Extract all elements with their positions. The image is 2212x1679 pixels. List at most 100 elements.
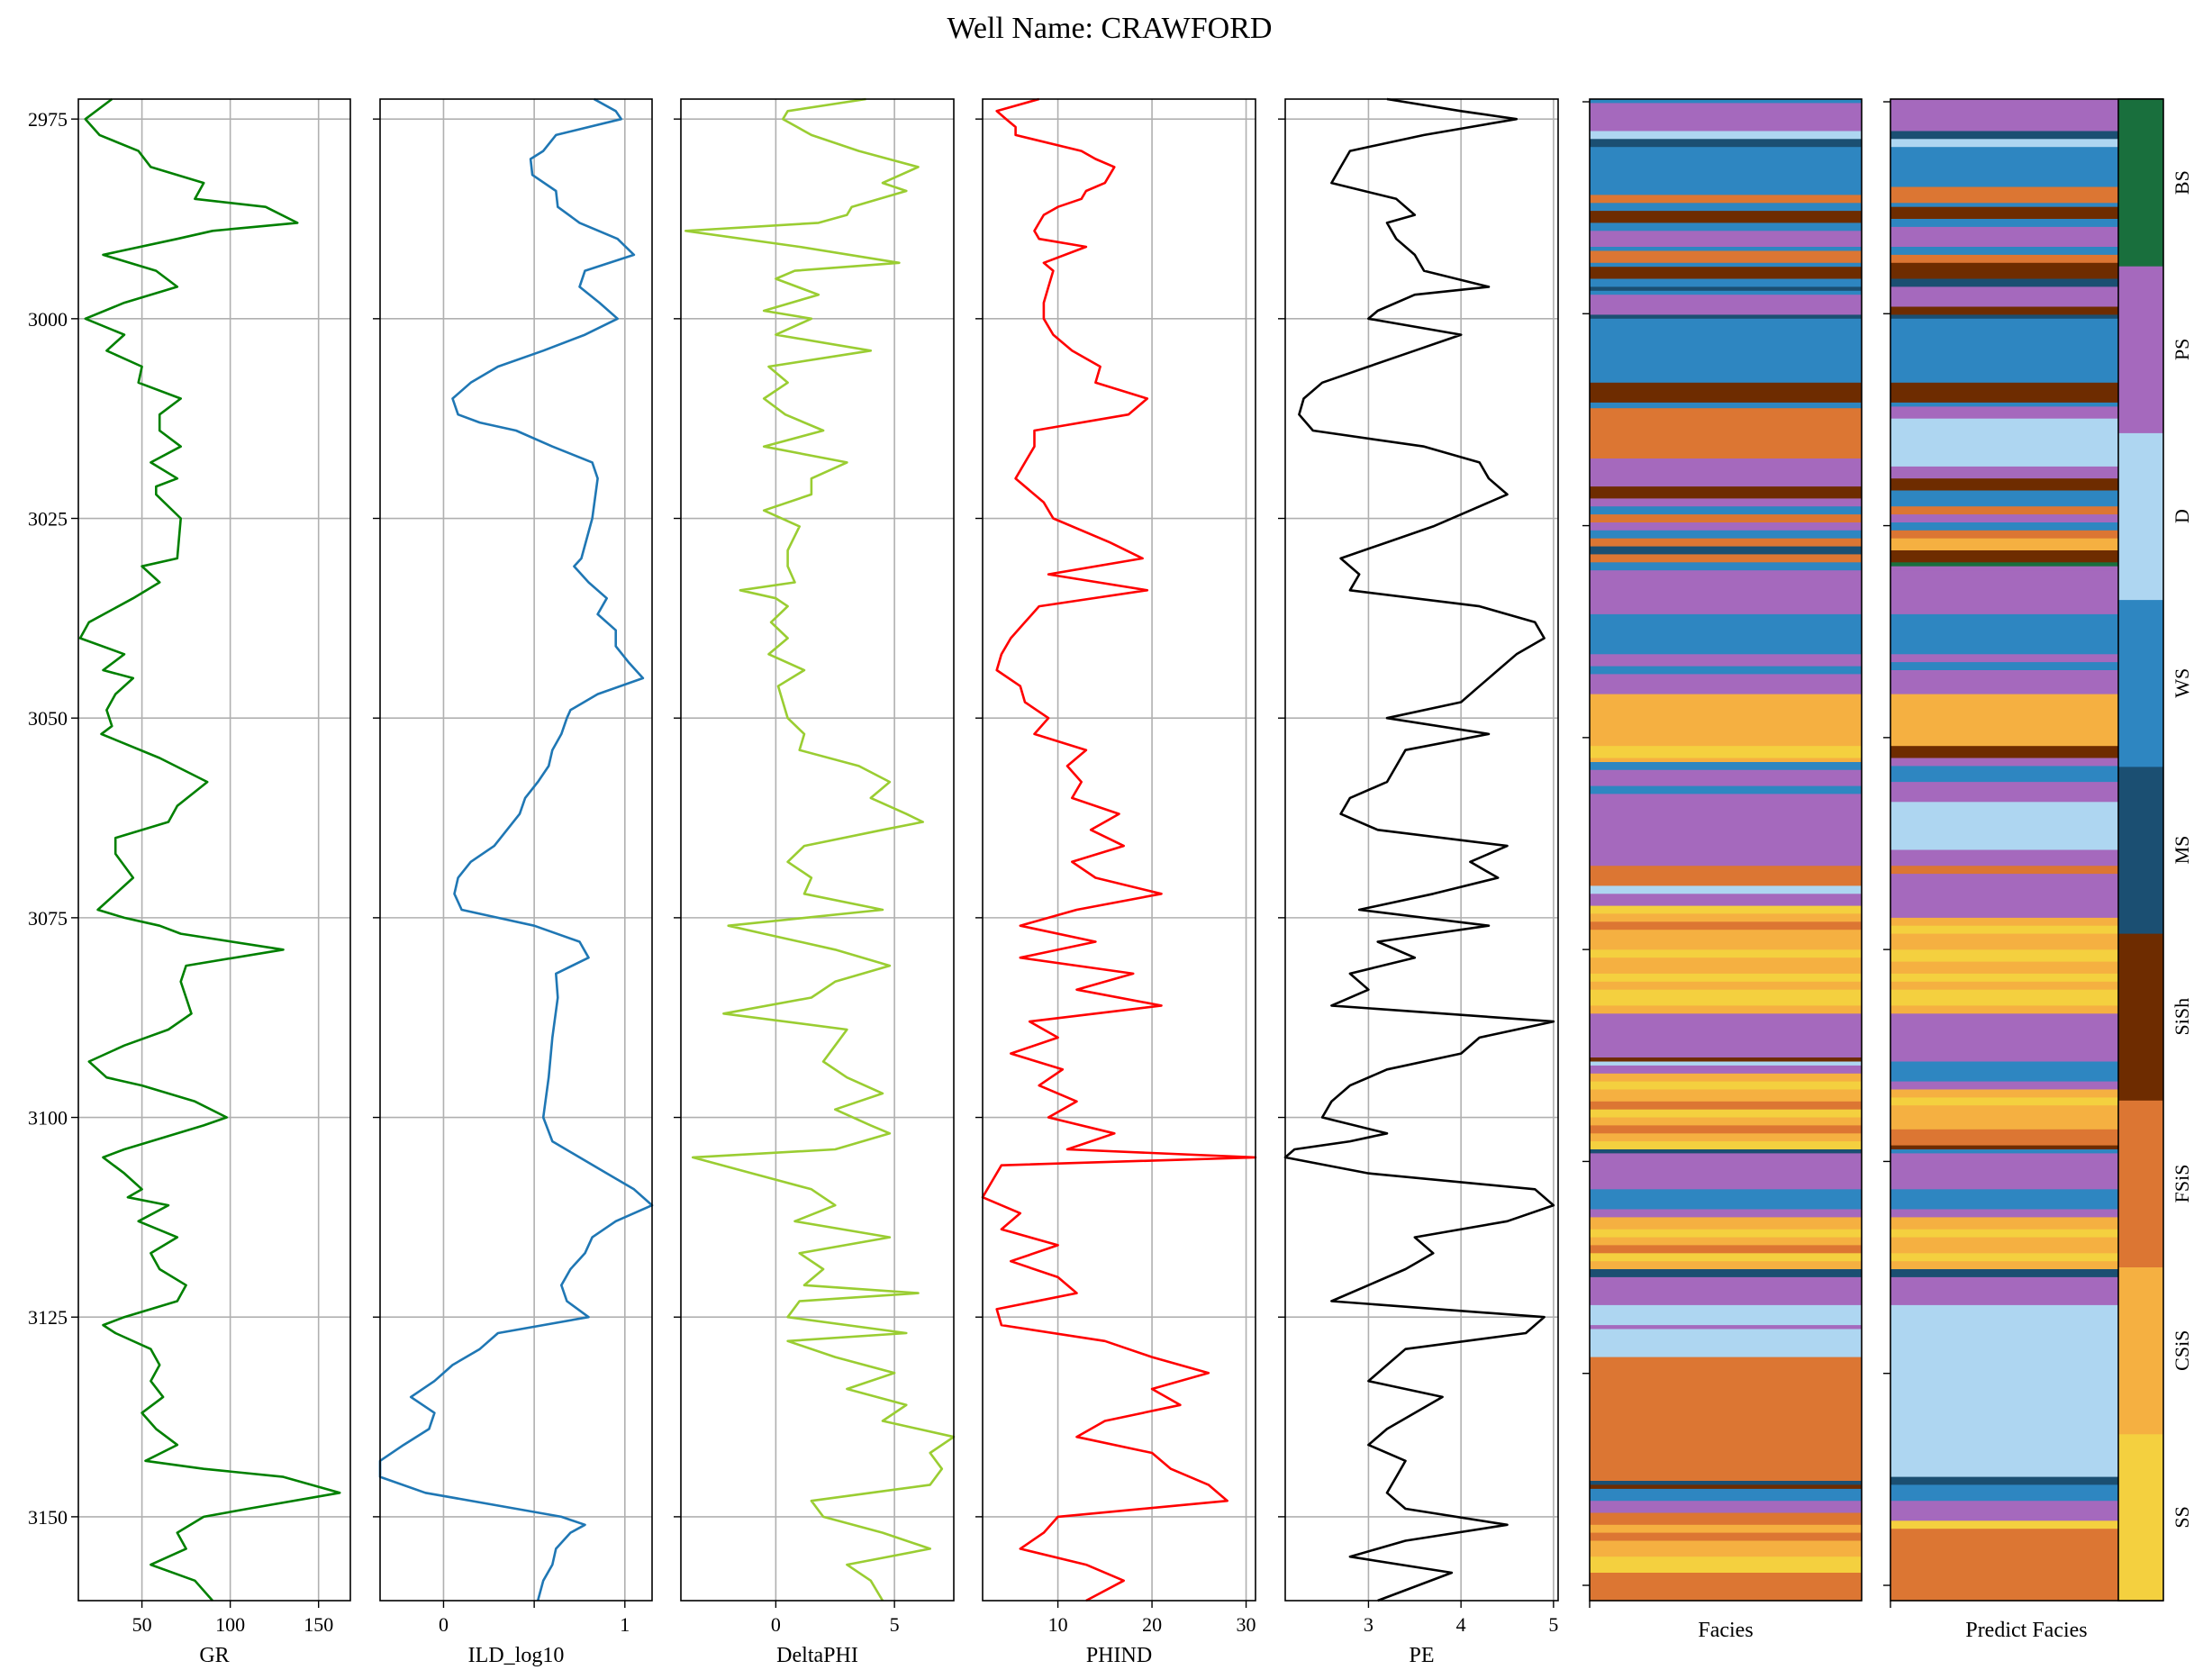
facies-interval-fsis <box>1590 1125 1862 1134</box>
x-tick-label: 5 <box>1548 1613 1558 1636</box>
facies-interval-fsis <box>1890 1529 2162 1602</box>
facies-interval-csis <box>1590 1217 1862 1230</box>
facies-interval-ss <box>1590 973 1862 983</box>
facies-interval-csis <box>1890 694 2162 747</box>
legend-swatch-ps <box>2118 266 2163 433</box>
facies-interval-ps <box>1890 99 2162 132</box>
facies-interval-ms <box>1590 139 1862 148</box>
facies-track-facies: Facies <box>1582 98 1863 1642</box>
facies-interval-ss <box>1590 1081 1862 1091</box>
facies-interval-ps <box>1590 1065 1862 1075</box>
facies-interval-ps <box>1590 570 1862 615</box>
facies-interval-ps <box>1890 654 2162 663</box>
facies-interval-ms <box>1590 1481 1862 1485</box>
facies-interval-sish <box>1890 206 2162 220</box>
facies-interval-ws <box>1890 490 2162 507</box>
facies-colorbar: SS CSiS FSiS SiSh MS WS D PS BS <box>2117 98 2193 1602</box>
facies-interval-ss <box>1890 925 2162 935</box>
facies-interval-ps <box>1890 1081 2162 1091</box>
facies-interval-csis <box>1890 981 2162 991</box>
facies-interval-ps <box>1890 406 2162 420</box>
facies-interval-d <box>1890 139 2162 148</box>
facies-interval-ps <box>1590 654 1862 667</box>
facies-interval-ps <box>1890 1013 2162 1063</box>
facies-interval-d <box>1590 885 1862 894</box>
facies-interval-ps <box>1590 794 1862 827</box>
facies-interval-fsis <box>1590 538 1862 548</box>
log-curve-pe <box>1283 97 1555 1602</box>
track-pe: 3 4 5 PE <box>1278 97 1559 1667</box>
legend-label: BS <box>2171 170 2193 195</box>
x-tick-label: 20 <box>1142 1613 1162 1636</box>
facies-interval-ss <box>1590 1253 1862 1262</box>
facies-interval-fsis <box>1590 554 1862 563</box>
x-tick-label: 1 <box>620 1613 630 1636</box>
facies-interval-ms <box>1890 314 2162 320</box>
facies-interval-ss <box>1590 746 1862 759</box>
facies-interval-ws <box>1890 247 2162 256</box>
facies-interval-sish <box>1590 382 1862 404</box>
facies-interval-csis <box>1590 1117 1862 1126</box>
facies-interval-fsis <box>1890 530 2162 540</box>
facies-interval-fsis <box>1890 506 2162 515</box>
facies-interval-csis <box>1890 917 2162 927</box>
log-curve-deltaphi <box>684 97 956 1602</box>
facies-interval-fsis <box>1590 195 1862 204</box>
facies-interval-ws <box>1590 613 1862 655</box>
facies-interval-d <box>1590 131 1862 140</box>
x-tick-label: 10 <box>1048 1613 1068 1636</box>
facies-interval-fsis <box>1890 186 2162 204</box>
facies-track-predict-facies: Predict Facies <box>1883 98 2163 1642</box>
facies-interval-csis <box>1590 1073 1862 1083</box>
legend-swatch-d <box>2118 432 2163 601</box>
facies-interval-ps <box>1890 1276 2162 1306</box>
facies-interval-csis <box>1890 933 2162 950</box>
depth-tick-label: 3000 <box>28 308 68 331</box>
track-phind: 10 20 30 PHIND <box>975 97 1257 1667</box>
facies-interval-fsis <box>1590 1512 1862 1526</box>
track-deltaphi: 0 5 DeltaPHI <box>674 97 956 1667</box>
facies-interval-ms <box>1590 1149 1862 1154</box>
facies-interval-fsis <box>1590 1357 1862 1482</box>
facies-interval-ps <box>1590 1325 1862 1330</box>
x-tick-label: 3 <box>1364 1613 1373 1636</box>
facies-interval-sish <box>1590 1057 1862 1062</box>
facies-interval-d <box>1590 1304 1862 1326</box>
depth-tick-label: 3125 <box>28 1306 68 1329</box>
facies-interval-ws <box>1590 203 1862 212</box>
facies-interval-ss <box>1890 1097 2162 1106</box>
x-tick-label: 0 <box>771 1613 781 1636</box>
x-tick-label: 100 <box>215 1613 245 1636</box>
track-xlabel: PE <box>1409 1644 1434 1667</box>
facies-interval-sish <box>1590 486 1862 499</box>
facies-interval-ps <box>1890 1153 2162 1190</box>
facies-interval-ws <box>1590 278 1862 287</box>
x-tick-label: 30 <box>1237 1613 1256 1636</box>
facies-interval-sish <box>1890 746 2162 759</box>
log-curve-gr <box>78 97 341 1602</box>
facies-interval-ws <box>1890 1189 2162 1211</box>
facies-interval-ps <box>1590 458 1862 487</box>
legend-swatch-bs <box>2118 99 2163 267</box>
facies-interval-ps <box>1590 498 1862 507</box>
facies-interval-fsis <box>1590 921 1862 930</box>
facies-interval-ps <box>1890 226 2162 248</box>
facies-interval-csis <box>1890 1261 2162 1270</box>
facies-interval-ps <box>1890 466 2162 479</box>
facies-interval-ss <box>1590 1109 1862 1119</box>
facies-interval-d <box>1890 802 2162 851</box>
facies-interval-csis <box>1590 694 1862 747</box>
facies-interval-ms <box>1890 1476 2162 1486</box>
chart-title: Well Name: CRAWFORD <box>947 12 1273 45</box>
facies-interval-ps <box>1590 1209 1862 1218</box>
facies-interval-ps <box>1890 570 2162 615</box>
facies-interval-ss <box>1590 989 1862 1006</box>
depth-tick-label: 3025 <box>28 508 68 531</box>
facies-interval-ss <box>1590 1141 1862 1150</box>
depth-tick-label: 2975 <box>28 108 68 131</box>
depth-tick-label: 3100 <box>28 1107 68 1130</box>
facies-interval-ws <box>1890 613 2162 655</box>
x-tick-label: 5 <box>890 1613 900 1636</box>
facies-interval-ws <box>1890 1149 2162 1154</box>
legend-label: SS <box>2171 1506 2193 1528</box>
